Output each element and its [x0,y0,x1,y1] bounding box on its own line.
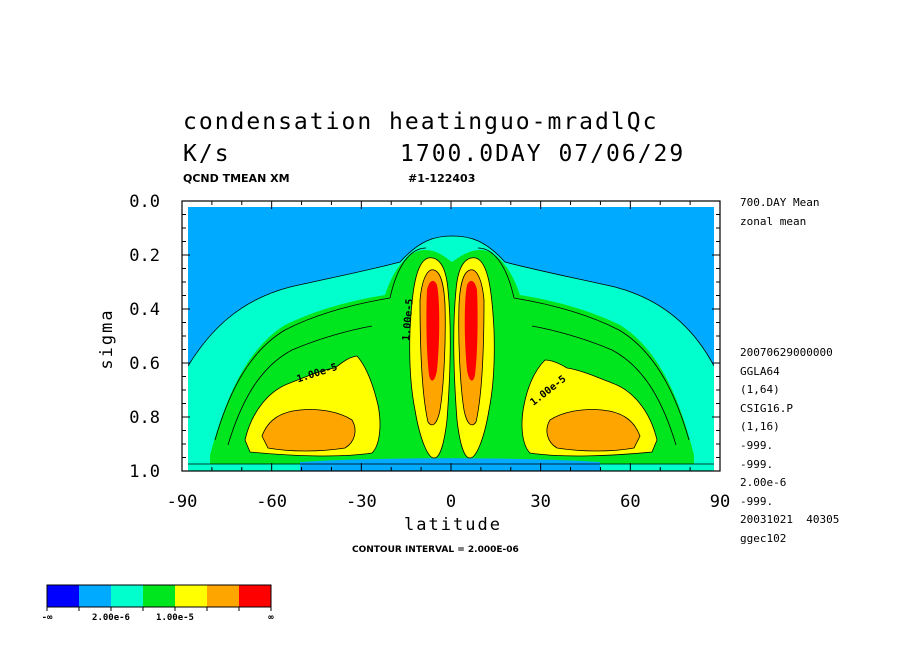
side-info-line: (1,16) [740,420,780,434]
x-tick-label: 60 [620,492,640,512]
side-info-line: -999. [740,494,774,508]
run-id: #1-122403 [408,172,476,185]
fill-right-lobe-orange [546,409,640,451]
colorbar-label: 2.00e-6 [92,613,130,623]
chart-title: condensation heatinguo-mradlQc [183,109,659,135]
colorbar-swatch [47,585,79,607]
colorbar-label: -∞ [42,613,53,623]
fill-left-lobe-orange [262,409,356,451]
y-axis-label: sigma [97,308,117,369]
colorbar-swatch [175,585,207,607]
x-tick-label: -30 [346,492,377,512]
side-info-line: 20031021 40305 [740,513,840,527]
colorbar-swatch [207,585,239,607]
x-tick-label: 90 [710,492,730,512]
zonal-label: zonal mean [740,215,807,228]
y-tick-label: 0.8 [129,408,160,428]
fill-bottom-blue [300,458,600,471]
contour-lines [188,235,714,465]
side-info-line: -999. [740,457,774,471]
fill-tower-left-red [426,280,440,381]
side-info-line: CSIG16.P [740,401,793,415]
colorbar-swatch [79,585,111,607]
variable-code: QCND TMEAN XM [183,172,290,185]
colorbar-frame [46,584,272,608]
colorbar-label: ∞ [268,613,274,623]
x-tick-label: 30 [530,492,550,512]
colorbar-swatch [111,585,143,607]
fill-tower-right-red [464,280,478,381]
y-tick-label: 0.6 [129,354,160,374]
side-info-line: GGLA64 [740,364,780,378]
side-info-line: 20070629000000 [740,346,833,359]
contour-label: 1.00e-5 [401,298,416,341]
colorbar-swatch [239,585,271,607]
x-axis-label: latitude [404,515,502,535]
x-tick-label: -60 [256,492,287,512]
y-tick-label: 0.4 [129,300,160,320]
y-tick-label: 1.0 [129,462,160,482]
y-tick-label: 0.0 [129,192,160,212]
x-tick-label: 0 [446,492,456,512]
y-tick-label: 0.2 [129,246,160,266]
colorbar-swatch [143,585,175,607]
colorbar-label: 1.00e-5 [156,613,194,623]
side-info-line: -999. [740,439,774,452]
units-label: K/s [183,141,231,167]
mean-label: 700.DAY Mean [740,196,820,209]
x-tick-label: -90 [167,492,198,512]
side-info-line: (1,64) [740,383,780,397]
contour-fills [188,207,714,471]
side-info-line: ggec102 [740,532,787,545]
side-info-line: 2.00e-6 [740,476,787,490]
date-stamp: 1700.0DAY 07/06/29 [400,141,686,167]
contour-interval: CONTOUR INTERVAL = 2.000E-06 [352,545,519,555]
